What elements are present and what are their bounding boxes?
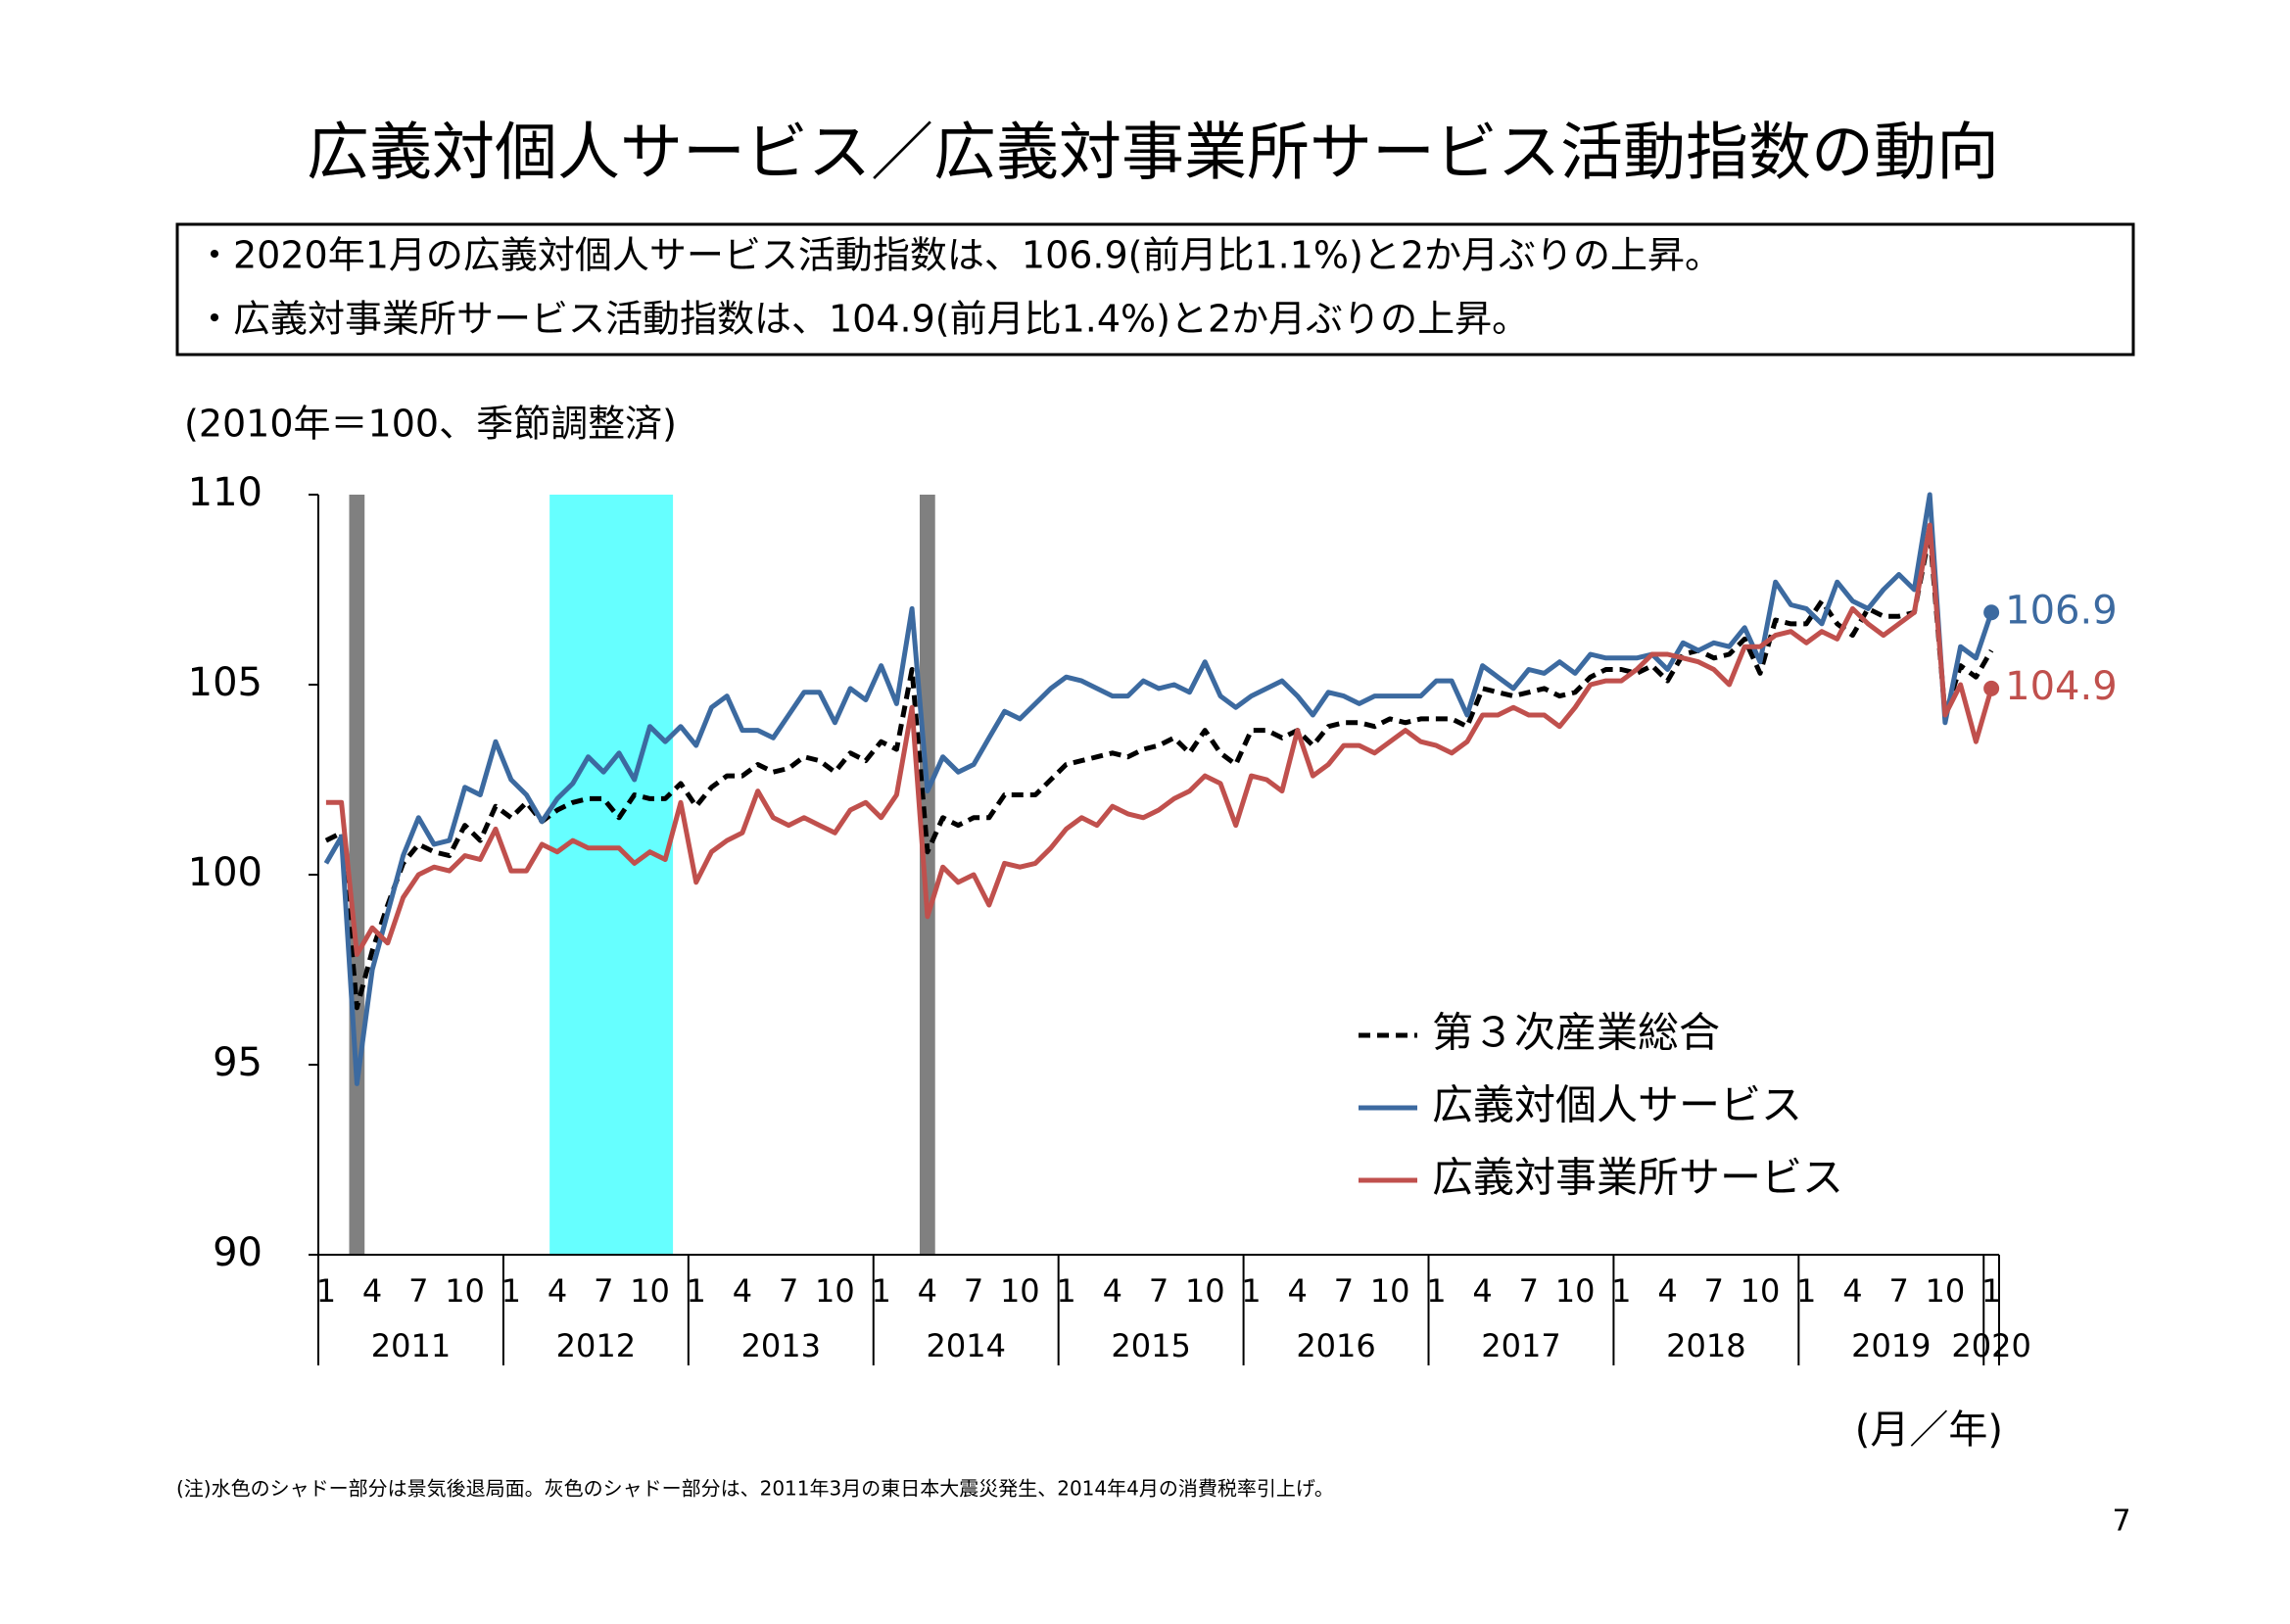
series-line — [325, 522, 1994, 957]
x-tick-label: 7 — [1704, 1272, 1724, 1310]
x-tick-label: 10 — [815, 1272, 855, 1310]
legend-label: 第３次産業総合 — [1432, 1009, 1720, 1057]
x-tick-label: 10 — [630, 1272, 670, 1310]
x-tick-label: 7 — [779, 1272, 798, 1310]
x-tick-label: 1 — [1796, 1272, 1816, 1310]
year-label: 2018 — [1666, 1327, 1745, 1364]
x-tick-label: 1 — [1426, 1272, 1446, 1310]
x-tick-label: 7 — [408, 1272, 428, 1310]
end-label: 106.9 — [2005, 588, 2118, 633]
year-label: 2012 — [556, 1327, 636, 1364]
end-point — [1983, 604, 2000, 621]
x-tick-label: 1 — [316, 1272, 336, 1310]
x-tick-label: 7 — [1888, 1272, 1908, 1310]
page-number: 7 — [2112, 1505, 2130, 1539]
y-tick-label: 105 — [188, 660, 262, 705]
x-tick-label: 4 — [1842, 1272, 1862, 1310]
legend-label: 広義対事業所サービス — [1432, 1154, 1843, 1202]
x-tick-label: 1 — [1611, 1272, 1631, 1310]
x-tick-label: 1 — [687, 1272, 706, 1310]
year-label: 2011 — [371, 1327, 451, 1364]
x-tick-label: 7 — [964, 1272, 983, 1310]
footnote: (注)水色のシャドー部分は景気後退局面。灰色のシャドー部分は、2011年3月の東… — [176, 1477, 1334, 1501]
x-tick-label: 4 — [1657, 1272, 1677, 1310]
x-tick-label: 10 — [1926, 1272, 1966, 1310]
y-tick-label: 110 — [188, 470, 262, 515]
x-tick-label: 7 — [1334, 1272, 1354, 1310]
end-label: 104.9 — [2005, 664, 2118, 709]
x-tick-label: 4 — [362, 1272, 382, 1310]
x-tick-label: 7 — [594, 1272, 613, 1310]
title: 広義対個人サービス／広義対事業所サービス活動指数の動向 — [307, 118, 1999, 190]
x-tick-label: 7 — [1149, 1272, 1169, 1310]
shade — [549, 495, 674, 1255]
year-label: 2017 — [1481, 1327, 1560, 1364]
x-tick-label: 4 — [1472, 1272, 1492, 1310]
x-tick-label: 10 — [1000, 1272, 1040, 1310]
y-unit-note: (2010年＝100、季節調整済) — [184, 403, 677, 446]
x-tick-label: 10 — [1370, 1272, 1410, 1310]
x-tick-label: 4 — [733, 1272, 752, 1310]
x-tick-label: 10 — [1555, 1272, 1596, 1310]
x-tick-label: 7 — [1519, 1272, 1539, 1310]
summary-box — [175, 222, 2135, 357]
x-tick-label: 1 — [1056, 1272, 1075, 1310]
year-label: 2013 — [741, 1327, 821, 1364]
bullet: ・2020年1月の広義対個人サービス活動指数は、106.9(前月比1.1%)と2… — [196, 234, 1722, 277]
x-tick-label: 10 — [1185, 1272, 1225, 1310]
x-tick-label: 10 — [445, 1272, 485, 1310]
year-label: 2020 — [1951, 1327, 2030, 1364]
x-tick-label: 4 — [548, 1272, 567, 1310]
bullet: ・広義対事業所サービス活動指数は、104.9(前月比1.4%)と2か月ぶりの上昇… — [196, 298, 1529, 341]
shade — [919, 495, 935, 1255]
series-line — [323, 492, 1994, 1086]
y-tick-label: 100 — [188, 850, 262, 895]
year-label: 2015 — [1111, 1327, 1190, 1364]
y-tick-label: 90 — [213, 1230, 262, 1275]
x-unit-note: (月／年) — [1855, 1408, 2003, 1453]
shade — [349, 495, 365, 1255]
end-point — [1983, 680, 2000, 696]
x-tick-label: 1 — [871, 1272, 890, 1310]
x-tick-label: 4 — [918, 1272, 937, 1310]
x-tick-label: 1 — [1981, 1272, 2001, 1310]
year-label: 2016 — [1296, 1327, 1375, 1364]
x-tick-label: 1 — [501, 1272, 521, 1310]
x-tick-label: 4 — [1103, 1272, 1122, 1310]
x-tick-label: 1 — [1241, 1272, 1261, 1310]
legend-label: 広義対個人サービス — [1432, 1081, 1802, 1129]
year-label: 2019 — [1851, 1327, 1931, 1364]
x-tick-label: 10 — [1741, 1272, 1781, 1310]
x-tick-label: 4 — [1288, 1272, 1308, 1310]
series-line — [324, 530, 1994, 1011]
y-tick-label: 95 — [213, 1040, 262, 1085]
year-label: 2014 — [926, 1327, 1005, 1364]
